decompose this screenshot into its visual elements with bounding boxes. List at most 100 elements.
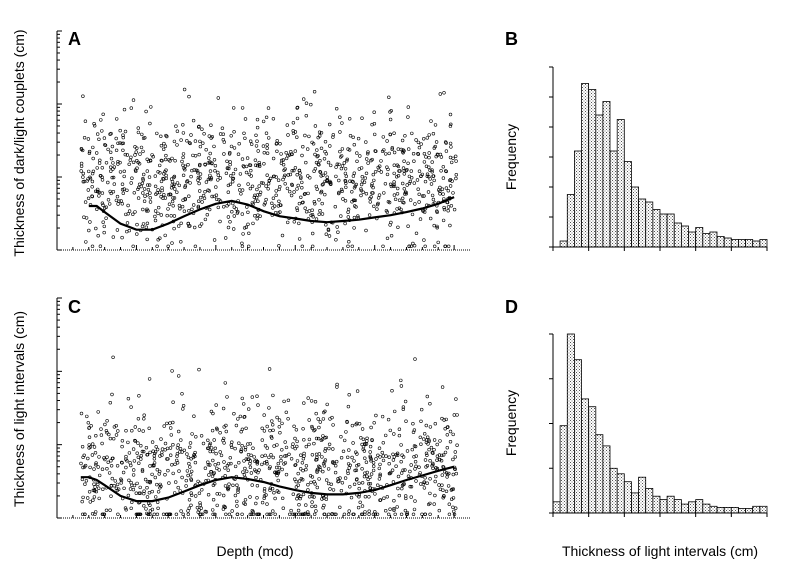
histogram-bar: [566, 194, 575, 248]
scatter-point: [322, 460, 327, 464]
scatter-point: [356, 505, 361, 510]
scatter-point: [357, 495, 361, 499]
scatter-point: [423, 476, 427, 480]
scatter-point: [163, 144, 168, 148]
scatter-point: [121, 135, 126, 140]
scatter-point: [131, 212, 135, 217]
scatter-point: [182, 448, 187, 452]
scatter-point: [287, 452, 291, 456]
scatter-point: [96, 482, 100, 486]
scatter-point: [302, 401, 306, 405]
scatter-point: [301, 512, 305, 516]
scatter-point: [406, 105, 410, 109]
scatter-point: [276, 178, 281, 182]
scatter-point: [79, 161, 84, 166]
scatter-point: [256, 213, 260, 217]
scatter-point: [314, 509, 318, 513]
scatter-point: [233, 167, 238, 172]
scatter-point: [321, 462, 326, 466]
scatter-point: [189, 174, 193, 179]
scatter-point: [170, 369, 174, 373]
scatter-point: [136, 187, 140, 192]
scatter-point: [361, 437, 366, 441]
scatter-point: [272, 204, 277, 208]
scatter-point: [265, 424, 269, 429]
scatter-point: [222, 436, 226, 441]
scatter-point: [347, 466, 351, 470]
histogram-bar: [716, 506, 725, 514]
scatter-point: [226, 468, 230, 472]
scatter-point: [123, 152, 128, 157]
scatter-point: [448, 112, 453, 117]
trend-line: [80, 465, 455, 503]
scatter-point: [267, 136, 271, 140]
scatter-point: [247, 231, 251, 236]
scatter-point: [385, 236, 390, 241]
scatter-point: [372, 178, 376, 183]
scatter-point: [147, 377, 152, 381]
scatter-point: [148, 196, 153, 200]
scatter-point: [433, 493, 437, 498]
scatter-point: [141, 191, 145, 195]
scatter-point: [118, 128, 122, 133]
scatter-point: [379, 170, 383, 174]
scatter-point: [331, 461, 335, 465]
scatter-point: [229, 461, 233, 466]
scatter-point: [90, 185, 94, 189]
scatter-point: [316, 154, 320, 158]
scatter-point: [201, 141, 205, 145]
scatter-point: [235, 512, 240, 516]
scatter-point: [363, 442, 367, 446]
scatter-point: [300, 461, 305, 465]
scatter-point: [222, 441, 226, 445]
scatter-point: [147, 426, 151, 430]
scatter-point: [322, 410, 326, 415]
scatter-point: [198, 139, 202, 144]
histogram-bar: [638, 198, 647, 248]
scatter-point: [364, 228, 368, 233]
scatter-point: [362, 449, 367, 453]
scatter-point: [428, 459, 432, 463]
scatter-point: [343, 221, 347, 226]
scatter-point: [440, 187, 445, 191]
scatter-point: [123, 129, 128, 134]
scatter-point: [393, 197, 398, 202]
scatter-point: [262, 487, 267, 491]
scatter-point: [268, 176, 273, 181]
scatter-point: [448, 184, 453, 188]
histogram-bar: [588, 89, 597, 248]
scatter-point: [177, 203, 182, 208]
scatter-point: [392, 171, 396, 176]
scatter-point: [90, 453, 95, 457]
scatter-point: [121, 470, 126, 475]
scatter-point: [447, 244, 451, 249]
scatter-point: [196, 204, 201, 209]
scatter-point: [165, 512, 169, 516]
scatter-point: [363, 512, 367, 516]
scatter-point: [208, 441, 213, 446]
scatter-point: [290, 445, 295, 449]
scatter-point: [210, 194, 214, 199]
scatter-point: [408, 484, 412, 489]
scatter-point: [87, 443, 91, 447]
scatter-point: [346, 207, 351, 212]
scatter-point: [171, 420, 175, 425]
scatter-point: [371, 461, 376, 465]
scatter-point: [184, 484, 188, 488]
scatter-point: [385, 165, 389, 169]
scatter-point: [227, 512, 232, 516]
histogram-bar: [552, 501, 561, 514]
scatter-point: [319, 174, 323, 178]
scatter-point: [395, 192, 400, 196]
scatter-point: [405, 449, 410, 453]
scatter-point: [109, 156, 114, 161]
scatter-point: [326, 160, 331, 165]
panel-b: B Frequency: [503, 29, 768, 251]
scatter-point: [197, 152, 201, 157]
scatter-point: [286, 154, 290, 158]
scatter-point: [453, 467, 457, 471]
scatter-point: [291, 121, 296, 125]
scatter-point: [145, 169, 150, 173]
scatter-point: [199, 195, 203, 200]
scatter-point: [140, 468, 145, 472]
